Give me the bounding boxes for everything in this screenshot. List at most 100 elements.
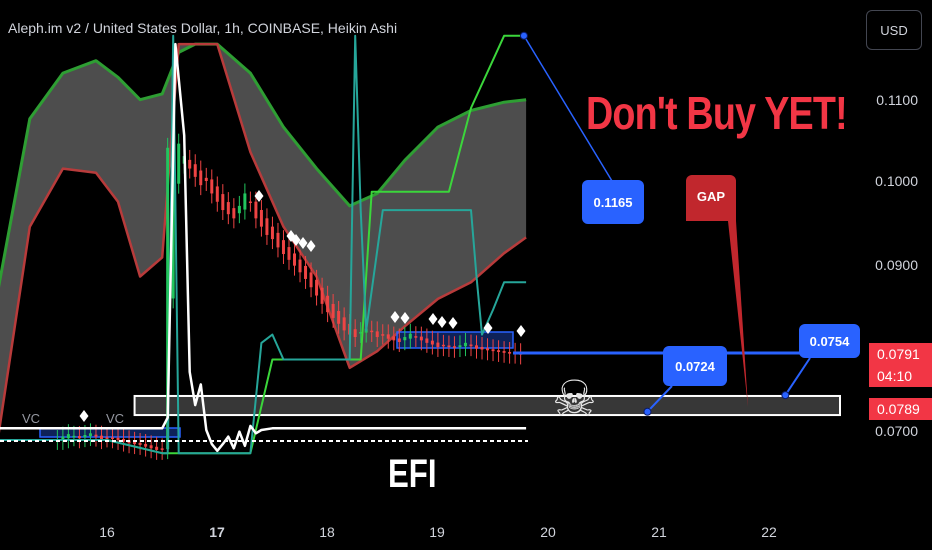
- x-tick-label: 18: [319, 524, 335, 540]
- candle-body: [116, 437, 120, 440]
- signal-diamond: [483, 322, 493, 334]
- candle-body: [298, 259, 302, 273]
- candle-body: [149, 445, 153, 449]
- callout-top[interactable]: 0.1165: [582, 180, 644, 224]
- candle-body: [66, 434, 70, 439]
- gap-pointer: [728, 221, 748, 407]
- callout-right[interactable]: 0.0754: [799, 324, 860, 358]
- candle-body: [508, 351, 512, 354]
- candle-body: [105, 437, 109, 439]
- candle-body: [72, 435, 76, 438]
- candle-body: [265, 218, 269, 235]
- candle-body: [430, 340, 434, 345]
- candle-body: [144, 443, 148, 447]
- candle-body: [243, 193, 247, 210]
- candle-body: [232, 208, 236, 219]
- candle-body: [281, 240, 285, 255]
- x-tick-label: 20: [540, 524, 556, 540]
- signal-diamond: [79, 410, 89, 422]
- candle-body: [486, 348, 490, 351]
- candle-body: [210, 179, 214, 194]
- callout-leader-top: [523, 35, 613, 182]
- candle-body: [475, 345, 479, 349]
- signal-diamond: [516, 325, 526, 337]
- candle-body: [122, 438, 126, 442]
- teal-line: [0, 34, 527, 455]
- candle-body: [237, 205, 241, 214]
- candle-body: [441, 344, 445, 347]
- candle-body: [491, 349, 495, 352]
- candle-body: [61, 436, 65, 440]
- candle-body: [414, 336, 418, 338]
- efi-label: EFI: [388, 452, 437, 496]
- callout-leader-mid: [646, 385, 673, 413]
- vc-label-2: VC: [106, 411, 125, 426]
- candle-body: [353, 329, 357, 338]
- callout-anchor-dot: [519, 31, 528, 40]
- x-tick-label: 21: [651, 524, 667, 540]
- candle-body: [254, 201, 258, 219]
- callout-anchor-dot: [781, 391, 790, 400]
- candle-body: [293, 253, 297, 266]
- band-upper-line: [0, 42, 527, 288]
- order-block-right: [396, 331, 514, 349]
- signal-diamond: [306, 240, 316, 252]
- candle-body: [276, 232, 280, 248]
- currency-button[interactable]: USD: [866, 10, 922, 50]
- candle-body: [337, 310, 341, 324]
- candle-body: [381, 334, 385, 336]
- band-layer: [0, 42, 527, 434]
- chart-title: Aleph.im v2 / United States Dollar, 1h, …: [8, 20, 398, 36]
- candle-body: [138, 442, 142, 445]
- callout-mid[interactable]: 0.0724: [663, 346, 727, 386]
- signal-diamond: [448, 317, 458, 329]
- candle-body: [248, 201, 252, 204]
- candle-body: [270, 226, 274, 240]
- candle-body: [88, 433, 92, 437]
- signal-diamond: [254, 190, 264, 202]
- candle-body: [133, 441, 137, 445]
- x-tick-label: 19: [429, 524, 445, 540]
- x-tick-label: 16: [99, 524, 115, 540]
- target-price-tag: 0.0789: [869, 398, 932, 420]
- y-tick-label: 0.0900: [875, 257, 918, 273]
- signal-diamond: [298, 237, 308, 249]
- last-price-tag: 0.0791: [869, 343, 932, 365]
- candle-body: [160, 448, 164, 450]
- candle-body: [304, 265, 308, 279]
- candle-body: [177, 143, 181, 184]
- vc-label-1: VC: [22, 411, 41, 426]
- candle-body: [452, 346, 456, 348]
- x-tick-label: 17: [209, 524, 225, 540]
- zone-layer: [39, 331, 841, 438]
- candle-body: [392, 336, 396, 341]
- gap-tag[interactable]: GAP: [686, 175, 736, 221]
- candle-body: [99, 435, 103, 440]
- candle-body: [188, 159, 192, 169]
- y-tick-label: 0.1000: [875, 173, 918, 189]
- candle-body: [94, 434, 98, 437]
- candle-body: [166, 147, 170, 450]
- candle-body: [436, 342, 440, 347]
- headline-annotation: Don't Buy YET!: [586, 87, 848, 139]
- candle-body: [497, 350, 501, 352]
- candle-body: [111, 437, 115, 439]
- candle-body: [447, 345, 451, 347]
- candle-body: [502, 351, 506, 353]
- candle-body: [419, 336, 423, 341]
- candle-body: [463, 342, 467, 347]
- candle-body: [359, 332, 363, 334]
- candle-body: [425, 338, 429, 343]
- callout-leader-right: [784, 357, 811, 396]
- candle-body: [309, 272, 313, 288]
- candle-body: [259, 209, 263, 227]
- skull-icon: ☠: [552, 371, 597, 427]
- candle-body: [480, 347, 484, 350]
- candle-body: [469, 344, 473, 347]
- candle-body: [77, 436, 81, 439]
- candle-body: [326, 295, 330, 313]
- markers-layer: [79, 31, 790, 422]
- band-fill: [0, 44, 527, 425]
- zone-box: [133, 394, 841, 417]
